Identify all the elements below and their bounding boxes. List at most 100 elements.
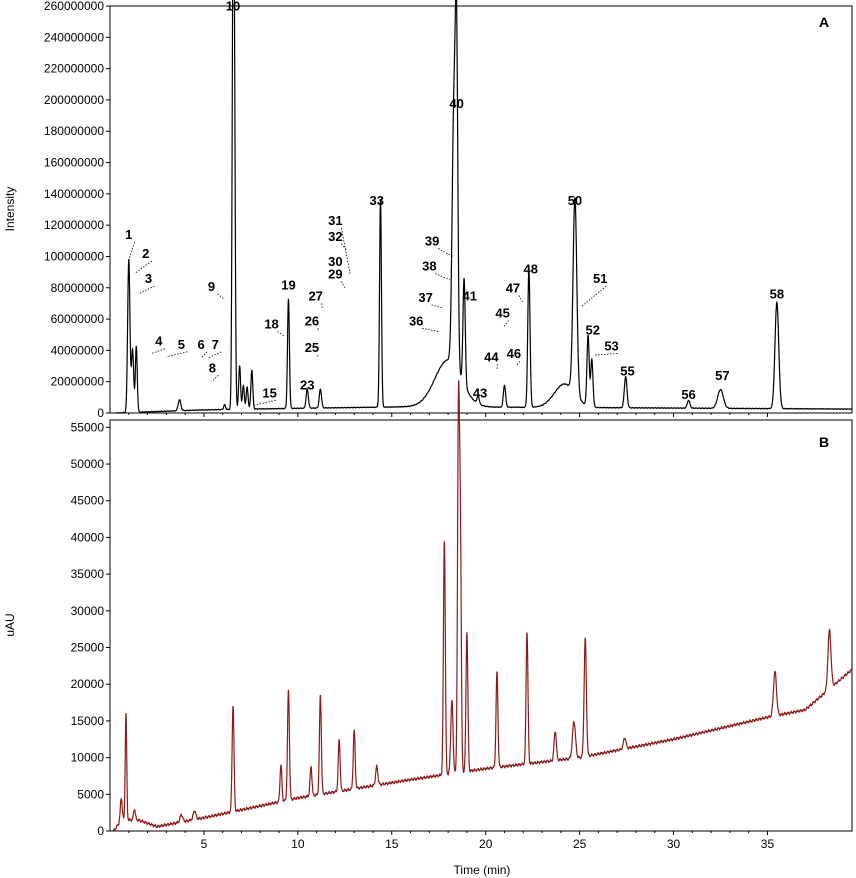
panel-a-y-tick-label: 220000000	[44, 62, 104, 76]
peak-label: 18	[264, 316, 278, 331]
peak-label-leader	[437, 248, 454, 257]
peak-label: 33	[370, 193, 384, 208]
peak-label: 15	[262, 385, 276, 400]
peak-label: 3	[145, 271, 152, 286]
peak-label: 27	[308, 288, 322, 303]
peak-label: 40	[449, 96, 463, 111]
peak-label-leader	[254, 399, 276, 406]
peak-label-leader	[128, 242, 136, 260]
peak-label-leader	[321, 303, 323, 309]
peak-label: 43	[473, 385, 487, 400]
peak-label: 29	[328, 266, 342, 281]
peak-label-leader	[207, 351, 222, 359]
x-tick-label: 5	[201, 837, 208, 851]
panel-b-y-axis-label: uAU	[3, 613, 17, 636]
panel-a-chromatogram-trace	[115, 0, 853, 414]
peak-label: 26	[305, 313, 319, 328]
x-axis-label: Time (min)	[454, 863, 511, 877]
peak-label: 45	[495, 306, 509, 321]
peak-label: 4	[155, 334, 163, 349]
peak-label-leader	[151, 348, 165, 354]
panel-b-y-tick-label: 20000	[71, 677, 105, 691]
peak-label: 39	[425, 234, 439, 249]
panel-a-y-axis-label: Intensity	[3, 187, 17, 232]
peak-label: 6	[197, 337, 204, 352]
panel-a-y-tick-label: 160000000	[44, 156, 104, 170]
peak-label-leader	[138, 285, 155, 295]
peak-label: 53	[604, 338, 618, 353]
peak-label-leader	[134, 260, 152, 275]
panel-a-plot-frame	[109, 5, 853, 414]
peak-label: 46	[507, 346, 521, 361]
peak-label: 44	[484, 349, 499, 364]
peak-label: 36	[409, 313, 423, 328]
panel-a-y-tick-label: 0	[97, 406, 104, 420]
peak-label: 38	[422, 259, 436, 274]
peak-label: 50	[568, 193, 582, 208]
peak-label: 47	[506, 280, 520, 295]
peak-label: 30	[328, 254, 342, 269]
peak-label-leader	[515, 360, 521, 367]
peak-label: 25	[305, 340, 319, 355]
panel-b-uv-chromatogram: uAU B Time (min) 05000100001500020000250…	[3, 380, 853, 877]
peak-label: 31	[328, 213, 342, 228]
peak-label: 7	[212, 337, 219, 352]
peak-label: 19	[281, 277, 295, 292]
peak-label-leader	[422, 327, 439, 332]
panel-a-y-tick-label: 200000000	[44, 93, 104, 107]
peak-label: 9	[208, 279, 215, 294]
peak-label: 32	[328, 229, 342, 244]
peak-label: 58	[770, 287, 784, 302]
peak-label-leader	[503, 320, 509, 328]
peak-label-leader	[581, 285, 607, 307]
peak-label-leader	[166, 351, 188, 358]
x-tick-label: 10	[291, 837, 305, 851]
peak-label-leader	[518, 295, 524, 304]
panel-b-y-tick-label: 45000	[71, 494, 105, 508]
panel-a-y-tick-label: 20000000	[51, 375, 105, 389]
peak-label-leader	[431, 304, 444, 309]
x-tick-label: 15	[385, 837, 399, 851]
x-tick-label: 25	[573, 837, 587, 851]
peak-label: 55	[620, 363, 634, 378]
panel-b-y-tick-label: 40000	[71, 530, 105, 544]
peak-label-leader	[435, 273, 451, 281]
panel-a-y-tick-label: 100000000	[44, 249, 104, 263]
peak-label: 5	[178, 337, 185, 352]
peak-label-leader	[277, 331, 285, 337]
peak-label: 10	[226, 0, 240, 14]
peak-label-leader	[341, 243, 347, 251]
peak-label: 2	[142, 246, 149, 261]
peak-label: 23	[300, 378, 314, 393]
panel-a-y-tick-label: 60000000	[51, 312, 105, 326]
panel-a-y-tick-label: 140000000	[44, 187, 104, 201]
peak-label: 52	[586, 323, 600, 338]
panel-b-letter-label: B	[819, 434, 829, 450]
panel-a-y-tick-label: 260000000	[44, 0, 104, 13]
panel-a-y-tick-label: 120000000	[44, 218, 104, 232]
panel-a-y-tick-label: 240000000	[44, 30, 104, 44]
peak-label-leader	[317, 328, 319, 332]
peak-label: 51	[593, 271, 607, 286]
peak-label: 41	[462, 288, 476, 303]
panel-b-y-tick-label: 30000	[71, 604, 105, 618]
peak-label-leader	[217, 293, 224, 300]
x-tick-label: 35	[761, 837, 775, 851]
panel-b-chromatogram-trace	[113, 380, 853, 831]
peak-label: 37	[418, 290, 432, 305]
panel-a-y-tick-label: 180000000	[44, 124, 104, 138]
peak-label: 1	[125, 227, 132, 242]
panel-b-y-tick-label: 25000	[71, 641, 105, 655]
peak-label-leader	[594, 352, 618, 356]
panel-a-intensity-chromatogram: Intensity A 0 20000000 40000000 60000000 800…	[3, 0, 853, 420]
panel-a-y-tick-label: 80000000	[51, 281, 105, 295]
peak-label-leader	[200, 351, 208, 359]
peak-label: 56	[681, 387, 695, 402]
peak-label: 57	[715, 368, 729, 383]
panel-b-y-tick-label: 5000	[77, 787, 104, 801]
panel-b-y-tick-label: 10000	[71, 751, 105, 765]
peak-label: 8	[209, 360, 216, 375]
x-tick-label: 20	[479, 837, 493, 851]
x-tick-label: 30	[667, 837, 681, 851]
